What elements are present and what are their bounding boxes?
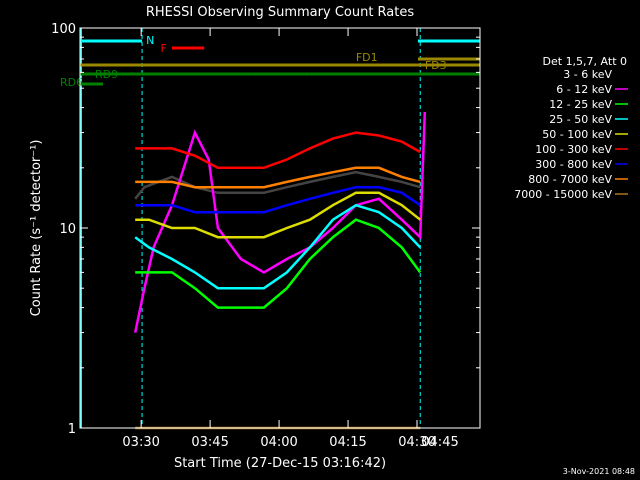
plot-area: NF FD1 FD3 RD6 RD9 [60,28,481,430]
series-line-2 [135,218,422,309]
x-tick-label: 03:30 [122,435,159,450]
chart-title: RHESSI Observing Summary Count Rates [146,5,415,20]
legend: Det 1,5,7, Att 0 3 - 6 keV 6 - 12 keV 12 -… [514,55,628,201]
legend-entry-label: 12 - 25 keV [549,98,612,111]
x-tick-label: 04:30 [398,435,435,450]
flag-label-f: F [160,42,166,55]
flag-label-rd9: RD9 [95,68,118,81]
x-tick-label: 04:00 [260,435,297,450]
x-tick-label: 04:45 [421,435,458,450]
legend-entry-label: 3 - 6 keV [563,68,612,81]
legend-title: Det 1,5,7, Att 0 [543,55,627,68]
flag-label-n: N [146,34,154,47]
legend-entry-label: 50 - 100 keV [542,128,612,141]
y-axis-label: Count Rate (s⁻¹ detector⁻¹) [29,140,44,317]
series-line-4 [135,191,421,239]
series-line-6 [135,185,421,214]
y-tick-label: 10 [59,222,76,237]
legend-entry-label: 800 - 7000 keV [528,173,612,186]
series-line-7 [135,166,421,189]
flag-label-rd6: RD6 [60,76,83,89]
flag-label-fd3: FD3 [425,59,447,72]
series-line-3 [134,203,422,290]
y-tick-label: 100 [51,22,76,37]
legend-entry-label: 6 - 12 keV [556,83,612,96]
x-axis-label: Start Time (27-Dec-15 03:16:42) [174,456,386,471]
series-line-1 [133,111,427,333]
x-tick-label: 04:15 [329,435,366,450]
legend-entry-label: 100 - 300 keV [535,143,612,156]
y-tick-label: 1 [68,422,76,437]
legend-entry-label: 7000 - 15000 keV [514,188,612,201]
series-line-0 [134,170,421,200]
footer-timestamp: 3-Nov-2021 08:48 [563,467,635,476]
legend-entry-label: 300 - 800 keV [535,158,612,171]
legend-entry-label: 25 - 50 keV [549,113,612,126]
x-tick-label: 03:45 [191,435,228,450]
series-line-5 [135,131,421,170]
flag-label-fd1: FD1 [356,51,378,64]
